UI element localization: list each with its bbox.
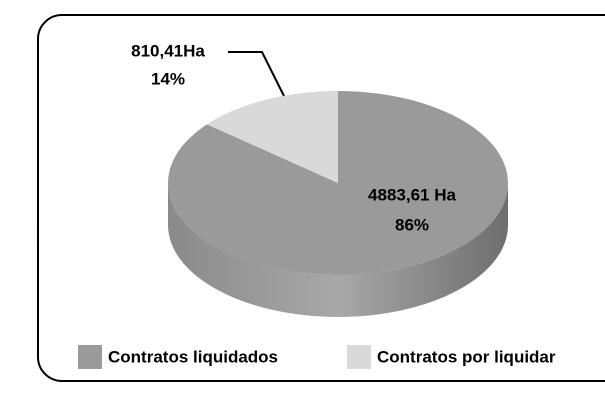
area-label: 4883,61 Ha: [368, 185, 456, 204]
pie-slice: [168, 91, 509, 275]
legend-label: Contratos por liquidar: [377, 347, 556, 366]
leader-line: [228, 51, 293, 113]
pie-side: [168, 183, 508, 317]
pie-slice: [207, 91, 338, 183]
legend-swatch: [347, 345, 371, 369]
legend-label: Contratos liquidados: [108, 347, 278, 366]
legend-swatch: [78, 345, 102, 369]
area-label: 810,41Ha: [131, 41, 205, 60]
value-label: 86%: [395, 215, 429, 234]
value-label: 14%: [151, 69, 185, 88]
